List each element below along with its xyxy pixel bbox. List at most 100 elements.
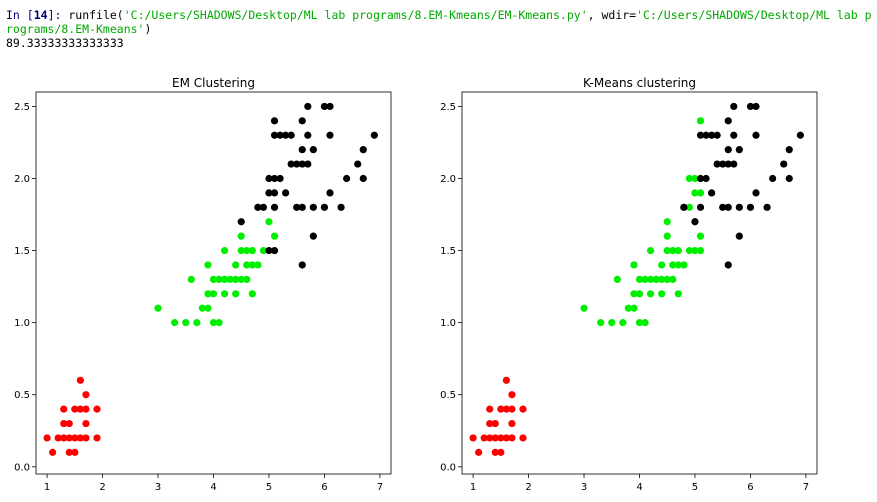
y-tick-label: 1.0 <box>440 318 456 329</box>
scatter-point <box>265 246 273 255</box>
scatter-point <box>82 391 90 399</box>
x-tick-label: 1 <box>470 482 476 493</box>
scatter-point <box>630 290 638 298</box>
console-result: 89.33333333333333 <box>6 36 124 50</box>
scatter-point <box>76 434 84 442</box>
x-tick-label: 4 <box>210 482 216 493</box>
scatter-point <box>298 117 306 125</box>
y-tick-label: 0.5 <box>14 390 30 401</box>
scatter-point <box>226 275 234 283</box>
scatter-point <box>187 275 195 283</box>
prompt-prefix: In [ <box>6 8 34 22</box>
scatter-point <box>65 419 73 428</box>
scatter-point <box>220 290 229 298</box>
scatter-point <box>746 203 755 211</box>
scatter-point <box>76 405 84 413</box>
scatter-point <box>82 419 90 428</box>
scatter-point <box>746 102 755 111</box>
x-tick-label: 7 <box>377 482 383 493</box>
scatter-point <box>287 131 295 139</box>
scatter-point <box>691 174 699 183</box>
scatter-point <box>343 174 351 183</box>
scatter-point <box>519 405 527 413</box>
scatter-point <box>469 434 477 442</box>
scatter-point <box>475 448 483 456</box>
scatter-point <box>93 405 101 413</box>
scatter-point <box>298 261 306 269</box>
scatter-point <box>752 131 760 139</box>
scatter-point <box>204 261 212 269</box>
scatter-point <box>154 304 162 312</box>
scatter-point <box>658 275 666 283</box>
scatter-point <box>304 131 312 139</box>
scatter-point <box>669 246 677 255</box>
scatter-point <box>796 131 804 139</box>
scatter-point <box>696 203 705 211</box>
scatter-point <box>54 434 62 442</box>
scatter-point <box>519 434 527 442</box>
x-tick-label: 5 <box>692 482 698 493</box>
scatter-point <box>76 376 84 384</box>
scatter-point <box>215 319 223 327</box>
scatter-point <box>270 203 279 211</box>
scatter-point <box>630 304 638 312</box>
scatter-point <box>785 174 793 183</box>
scatter-point <box>497 434 505 442</box>
x-tick-label: 3 <box>581 482 587 493</box>
scatter-point <box>730 131 738 139</box>
scatter-point <box>608 319 616 327</box>
scatter-point <box>669 261 677 269</box>
scatter-point <box>685 174 694 183</box>
scatter-point <box>370 131 378 139</box>
scatter-point <box>508 419 516 428</box>
scatter-point <box>248 246 256 255</box>
scatter-point <box>663 232 671 240</box>
scatter-point <box>580 304 588 312</box>
scatter-point <box>60 405 68 413</box>
scatter-point <box>71 405 79 413</box>
scatter-point <box>60 434 68 442</box>
scatter-point <box>65 434 73 442</box>
scatter-point <box>752 189 760 197</box>
scatter-point <box>486 434 494 442</box>
scatter-point <box>658 290 666 298</box>
scatter-point <box>635 319 644 327</box>
scatter-point <box>259 246 268 255</box>
scatter-point <box>270 246 279 255</box>
scatter-point <box>763 203 771 211</box>
scatter-point <box>702 131 710 139</box>
scatter-point <box>337 203 345 211</box>
scatter-point <box>232 290 240 298</box>
scatter-point <box>237 246 245 255</box>
scatter-point <box>696 246 705 255</box>
x-tick-label: 6 <box>747 482 753 493</box>
scatter-point <box>237 232 245 240</box>
scatter-point <box>193 319 201 327</box>
runfile-call: runfile( <box>68 8 124 22</box>
scatter-point <box>508 405 516 413</box>
scatter-point <box>652 275 660 283</box>
scatter-point <box>43 434 51 442</box>
scatter-point <box>719 203 727 211</box>
scatter-point <box>696 117 705 125</box>
scatter-point <box>502 405 510 413</box>
scatter-point <box>270 174 279 183</box>
scatter-point <box>309 203 317 211</box>
scatter-point <box>486 405 494 413</box>
scatter-point <box>663 275 671 283</box>
scatter-point <box>359 174 367 183</box>
scatter-point <box>298 146 306 154</box>
scatter-point <box>209 319 218 327</box>
scatter-point <box>204 290 212 298</box>
scatter-point <box>708 131 716 139</box>
y-tick-label: 2.0 <box>440 174 456 185</box>
scatter-point <box>293 160 301 168</box>
x-tick-label: 7 <box>803 482 809 493</box>
scatter-point <box>696 189 705 197</box>
scatter-point <box>265 218 273 226</box>
scatter-point <box>320 203 329 211</box>
scatter-point <box>49 448 57 456</box>
scatter-point <box>691 189 699 197</box>
y-tick-label: 0.5 <box>440 390 456 401</box>
